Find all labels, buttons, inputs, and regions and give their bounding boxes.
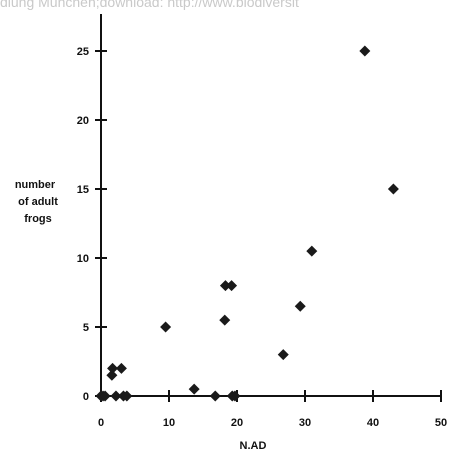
data-point [99, 390, 111, 402]
data-point [115, 362, 127, 374]
axes [100, 14, 441, 397]
data-point [294, 300, 306, 312]
y-axis-title-line-3: frogs [24, 213, 52, 225]
watermark-text: dlung München;download: http://www.biodi… [0, 0, 299, 10]
y-tick-label: 0 [83, 391, 89, 403]
data-point [107, 362, 119, 374]
y-tick-label: 5 [83, 322, 89, 334]
data-point [121, 390, 133, 402]
y-tick-label: 15 [77, 184, 89, 196]
y-tick-label: 25 [77, 46, 89, 58]
data-point [219, 314, 231, 326]
x-tick-label: 50 [435, 417, 447, 429]
data-point [226, 280, 238, 292]
data-point [277, 349, 289, 361]
data-point [219, 280, 231, 292]
y-axis-title-line-2: of adult [18, 196, 58, 208]
data-point [106, 369, 118, 381]
y-tick-label: 20 [77, 115, 89, 127]
y-ticks: 0 5 10 15 20 25 [77, 46, 107, 403]
x-tick-label: 0 [98, 417, 104, 429]
data-point [188, 383, 200, 395]
data-point [387, 183, 399, 195]
y-tick-label: 10 [77, 253, 89, 265]
data-point [110, 390, 122, 402]
x-tick-label: 40 [367, 417, 379, 429]
x-ticks: 0 10 20 30 40 50 [98, 390, 447, 429]
data-point [209, 390, 221, 402]
x-tick-label: 20 [231, 417, 243, 429]
data-point [306, 245, 318, 257]
data-point [160, 321, 172, 333]
data-points [95, 45, 399, 402]
x-tick-label: 30 [299, 417, 311, 429]
data-point [359, 45, 371, 57]
data-point [229, 390, 241, 402]
x-axis-title: N.AD [240, 440, 267, 451]
y-axis-title-line-1: number [15, 179, 56, 191]
x-tick-label: 10 [163, 417, 175, 429]
